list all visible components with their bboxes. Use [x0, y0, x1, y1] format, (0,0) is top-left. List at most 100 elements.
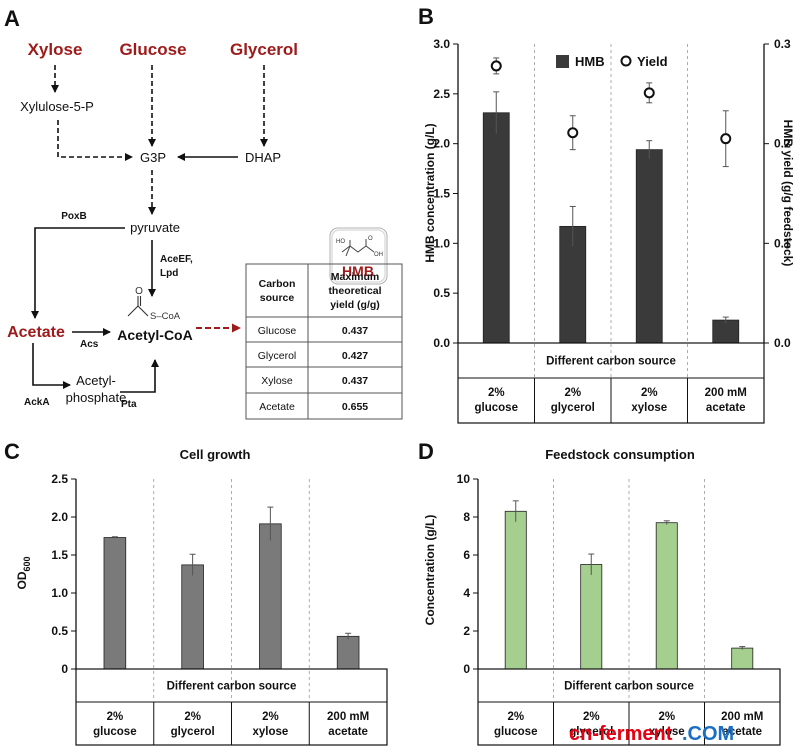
table-header-yield-1: Maximum [331, 271, 379, 283]
legend-label-hmb: HMB [575, 54, 605, 69]
node-acetyl-phosphate-1: Acetyl- [76, 373, 116, 388]
hmb-product: HO O OH HMB [329, 227, 388, 285]
panel-a: A Xylose Glucose Glycerol Xylulose-5-P G… [4, 6, 403, 420]
legend-marker-yield [620, 55, 632, 67]
node-pyruvate: pyruvate [130, 220, 180, 235]
y-tick-label: 2 [463, 624, 470, 638]
y-tick-label: 8 [463, 510, 470, 524]
node-acetyl-coa: Acetyl-CoA [117, 327, 192, 343]
x-tick-label: glucose [93, 726, 136, 738]
panel-label-d: D [418, 439, 434, 464]
y-tick-label: 3.0 [433, 37, 450, 51]
enzyme-aceef: AceEF, [160, 254, 193, 265]
enzyme-acka: AckA [24, 397, 50, 408]
legend-swatch-hmb [556, 55, 569, 68]
x-tick-label: acetate [706, 402, 746, 414]
table-cell-yield: 0.427 [342, 350, 368, 362]
x-tick-label: glucose [494, 726, 537, 738]
yield-table: Carbon source Maximum theoretical yield … [245, 263, 403, 420]
watermark-part1: cn-ferment [569, 723, 673, 745]
x-tick-label: glycerol [171, 726, 215, 738]
x-tick-label: 200 mM [705, 387, 747, 399]
y-tick-label: 2.0 [51, 510, 68, 524]
x-group-label: Different carbon source [167, 681, 297, 693]
x-tick-label: 2% [658, 711, 675, 723]
y2-tick-label: 0.2 [774, 137, 791, 151]
yield-point [567, 127, 579, 139]
y-tick-label: 2.0 [433, 137, 450, 151]
bar [580, 564, 603, 670]
y-tick-label: 1.0 [433, 236, 450, 250]
x-tick-label: 2% [641, 387, 658, 399]
x-tick-label: 200 mM [327, 711, 369, 723]
bar [103, 537, 127, 670]
bar [259, 523, 282, 670]
bar [731, 647, 754, 670]
y-axis-label: OD600 [15, 556, 32, 589]
x-tick-label: xylose [631, 402, 667, 414]
chart-title: Feedstock consumption [545, 447, 695, 462]
y-tick-label: 2.5 [433, 87, 450, 101]
hmb-atom-o: O [368, 236, 373, 242]
table-header-source-2: source [260, 292, 295, 304]
x-group-label: Different carbon source [564, 681, 694, 693]
hmb-atom-oh: OH [374, 252, 383, 258]
y-axis-label: HMB concentration (g/L) [423, 123, 437, 262]
yield-point [643, 87, 655, 99]
enzyme-pta: Pta [121, 399, 137, 410]
x-tick-label: xylose [649, 726, 685, 738]
y-tick-label: 0 [61, 662, 68, 676]
table-cell-source: Acetate [259, 401, 295, 413]
bar [482, 112, 510, 344]
panel-d: D Feedstock consumption Concentration (g… [418, 439, 781, 746]
bar [504, 510, 527, 670]
y-tick-label: 1.5 [51, 548, 68, 562]
y-tick-label: 0.5 [433, 286, 450, 300]
x-tick-label: 2% [583, 711, 600, 723]
x-tick-label: glycerol [569, 726, 613, 738]
y-tick-label: 0.0 [433, 336, 450, 350]
table-cell-yield: 0.437 [342, 325, 368, 337]
hmb-atom-ho: HO [336, 239, 345, 245]
enzyme-poxb: PoxB [61, 211, 87, 222]
x-tick-label: 2% [262, 711, 279, 723]
acetyl-thioester-label: S–CoA [150, 311, 181, 322]
y-tick-label: 1.5 [433, 187, 450, 201]
x-tick-label: 2% [488, 387, 505, 399]
y2-axis-label: HMB yield (g/g feedstock) [781, 120, 795, 267]
x-tick-label: acetate [722, 726, 762, 738]
y-tick-label: 4 [463, 586, 470, 600]
bar [655, 522, 678, 670]
hmb-label: HMB [342, 263, 374, 279]
y-tick-label: 0 [463, 662, 470, 676]
substrate-glucose: Glucose [119, 40, 186, 59]
arrow-acetate-acetylphosphate [32, 343, 71, 389]
watermark-part2: .COM [682, 723, 734, 745]
node-xylulose-5-p: Xylulose-5-P [20, 99, 94, 114]
watermark: cn-ferment .COM [569, 723, 734, 745]
yield-point [720, 133, 732, 145]
x-tick-label: glycerol [551, 402, 595, 414]
bar [712, 319, 740, 344]
panel-c: C Cell growth OD600 0 0.5 1.0 1.5 2.0 2.5 Dif… [4, 439, 388, 746]
x-group-label: Different carbon source [546, 356, 676, 368]
panel-label-a: A [4, 6, 20, 31]
table-cell-source: Glucose [258, 325, 297, 337]
panel-label-b: B [418, 4, 434, 29]
x-tick-label: 2% [507, 711, 524, 723]
table-header-source-1: Carbon [259, 278, 296, 290]
x-tick-label: glucose [475, 402, 518, 414]
x-tick-label: xylose [252, 726, 288, 738]
y-tick-label: 1.0 [51, 586, 68, 600]
y2-tick-label: 0.3 [774, 37, 791, 51]
acetyl-carbonyl-o: O [135, 286, 143, 297]
enzyme-lpd: Lpd [160, 268, 178, 279]
x-tick-label: 2% [184, 711, 201, 723]
y-tick-label: 6 [463, 548, 470, 562]
legend-label-yield: Yield [637, 54, 668, 69]
node-dhap: DHAP [245, 150, 281, 165]
y2-tick-label: 0.1 [774, 236, 791, 250]
chart-title: Cell growth [180, 447, 251, 462]
x-tick-label: 2% [564, 387, 581, 399]
